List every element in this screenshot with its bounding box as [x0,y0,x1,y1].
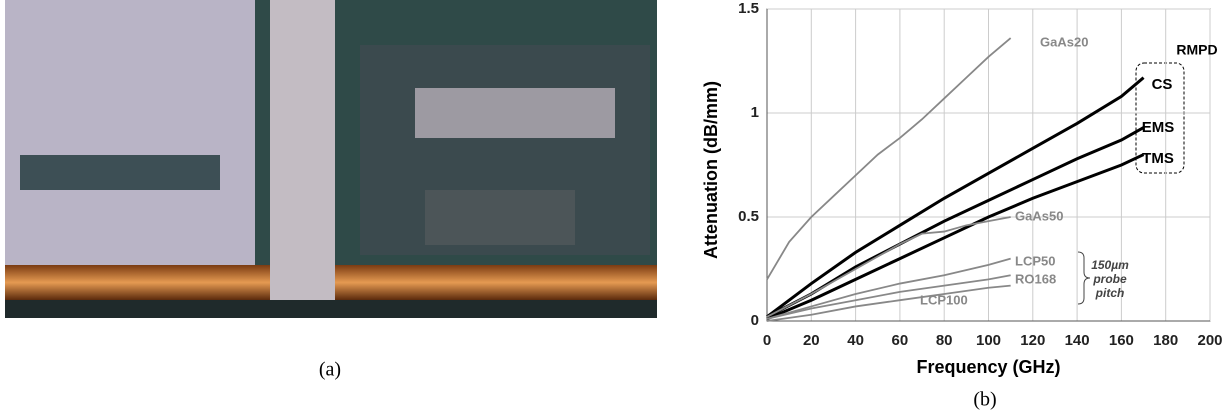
x-tick-label: 200 [1197,332,1222,349]
x-tick-label: 180 [1153,332,1178,349]
series-line [766,153,1145,321]
photo [5,0,657,318]
series-line [766,274,1011,320]
group-box [1135,62,1185,174]
caption: (b) [973,389,996,411]
x-tick-label: 100 [976,332,1001,349]
y-tick-label: 0 [751,312,759,329]
y-tick-label: 1.5 [738,0,759,17]
series-label: GaAs20 [1040,34,1088,49]
annotation: pitch [1095,286,1125,300]
series-label: RO168 [1015,271,1056,286]
series-label: LCP100 [920,292,968,307]
series-label: LCP50 [1015,253,1055,268]
caption: (a) [319,359,341,381]
series-label: EMS [1142,119,1175,136]
series-line [766,284,1011,322]
annotation: probe [1092,272,1127,286]
annotation: 150µm [1091,258,1129,272]
series-line [766,126,1145,319]
x-tick-label: 20 [803,332,820,349]
x-tick-label: 160 [1109,332,1134,349]
brace [1077,251,1091,305]
series-label: TMS [1142,150,1174,167]
series-line [766,257,1011,320]
series-label: GaAs50 [1015,208,1063,223]
y-axis-label: Attenuation (dB/mm) [701,81,721,259]
series-label: CS [1152,76,1173,93]
x-tick-label: 80 [936,332,953,349]
annotation: RMPD [1176,42,1217,58]
series-line [766,76,1145,319]
y-tick-label: 0.5 [738,208,759,225]
series-line [766,37,1012,280]
x-tick-label: 40 [847,332,864,349]
x-tick-label: 60 [892,332,909,349]
x-tick-label: 120 [1020,332,1045,349]
x-tick-label: 140 [1065,332,1090,349]
x-axis-label: Frequency (GHz) [916,357,1060,377]
x-tick-label: 0 [763,332,771,349]
series-line [766,216,1011,318]
y-tick-label: 1 [751,104,759,121]
